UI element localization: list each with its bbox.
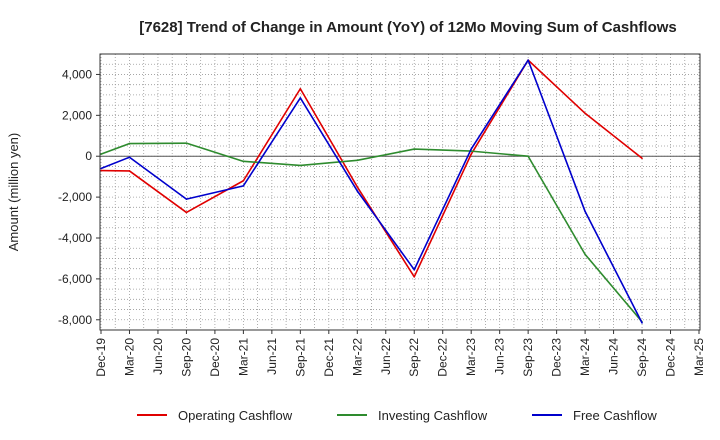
data-point-free-cashflow (413, 268, 416, 271)
y-tick-label: -8,000 (58, 313, 92, 327)
data-point-operating-cashflow (470, 153, 472, 155)
data-point-free-cashflow (242, 185, 245, 187)
legend-label-free-cashflow: Free Cashflow (573, 408, 657, 423)
data-point-free-cashflow (185, 198, 188, 200)
x-tick-label: Dec-20 (208, 338, 222, 377)
data-point-investing-cashflow (100, 153, 102, 155)
grid-horizontal (100, 53, 700, 331)
x-tick-label: Mar-21 (236, 338, 250, 376)
data-point-investing-cashflow (413, 148, 416, 150)
y-tick-label: 4,000 (62, 67, 92, 81)
x-tick-label: Sep-23 (521, 338, 535, 377)
x-tick-label: Mar-23 (464, 338, 478, 376)
series-group (100, 59, 643, 324)
data-point-operating-cashflow (356, 186, 359, 188)
y-tick-label: 2,000 (62, 108, 92, 122)
x-tick-label: Mar-20 (122, 338, 136, 376)
data-point-free-cashflow (356, 190, 359, 192)
y-tick-label: -4,000 (58, 231, 92, 245)
x-tick-label: Jun-22 (379, 338, 393, 375)
data-point-operating-cashflow (584, 112, 586, 115)
x-tick-label: Jun-20 (151, 338, 165, 375)
data-point-investing-cashflow (128, 142, 131, 145)
x-tick-label: Sep-20 (179, 338, 193, 377)
plot-area (99, 53, 701, 331)
x-tick-label: Jun-21 (265, 338, 279, 375)
data-point-free-cashflow (128, 156, 131, 159)
data-point-free-cashflow (584, 210, 586, 213)
legend-label-operating-cashflow: Operating Cashflow (178, 408, 293, 423)
x-tick-label: Jun-23 (493, 338, 507, 375)
x-tick-label: Sep-21 (293, 338, 307, 377)
y-tick-label: -6,000 (58, 272, 92, 286)
grid-vertical (100, 54, 700, 330)
data-point-free-cashflow (100, 167, 102, 170)
x-tick-label: Jun-24 (607, 338, 621, 375)
legend: Operating Cashflow Investing Cashflow Free… (137, 408, 657, 423)
x-tick-label: Dec-19 (94, 338, 108, 377)
data-point-operating-cashflow (413, 276, 416, 278)
y-tick-label: 0 (85, 149, 92, 163)
x-tick-label: Mar-22 (350, 338, 364, 376)
x-tick-label: Sep-22 (407, 338, 421, 377)
data-point-investing-cashflow (356, 159, 359, 162)
x-tick-label: Dec-24 (664, 338, 678, 377)
data-point-operating-cashflow (641, 157, 643, 160)
data-point-investing-cashflow (584, 253, 586, 256)
data-point-free-cashflow (527, 59, 529, 61)
data-point-operating-cashflow (100, 169, 102, 172)
legend-label-investing-cashflow: Investing Cashflow (378, 408, 488, 423)
data-point-operating-cashflow (299, 87, 302, 90)
x-tick-label: Mar-25 (692, 338, 706, 376)
data-point-investing-cashflow (185, 142, 188, 144)
data-point-operating-cashflow (128, 170, 131, 172)
x-tick-label: Dec-21 (322, 338, 336, 377)
x-tick-label: Sep-24 (635, 338, 649, 377)
data-point-operating-cashflow (185, 211, 188, 214)
x-tick-label: Dec-23 (550, 338, 564, 377)
data-point-operating-cashflow (242, 179, 245, 182)
data-point-investing-cashflow (527, 155, 529, 158)
x-tick-label: Mar-24 (578, 338, 592, 376)
data-point-free-cashflow (641, 322, 643, 324)
x-tick-label: Dec-22 (436, 338, 450, 377)
data-point-investing-cashflow (299, 164, 302, 167)
data-point-investing-cashflow (242, 160, 245, 163)
data-point-free-cashflow (299, 97, 302, 99)
plot-frame (99, 53, 701, 331)
y-axis-ticks: 4,000 2,000 0 -2,000 -4,000 -6,000 -8,000 (58, 67, 100, 327)
x-axis-ticks: Dec-19 Mar-20 Jun-20 Sep-20 Dec-20 Mar-21 Jun-… (94, 330, 706, 377)
y-tick-label: -2,000 (58, 190, 92, 204)
y-axis-label: Amount (million yen) (6, 133, 21, 252)
chart-title: [7628] Trend of Change in Amount (YoY) o… (139, 19, 677, 36)
data-point-free-cashflow (470, 148, 472, 150)
